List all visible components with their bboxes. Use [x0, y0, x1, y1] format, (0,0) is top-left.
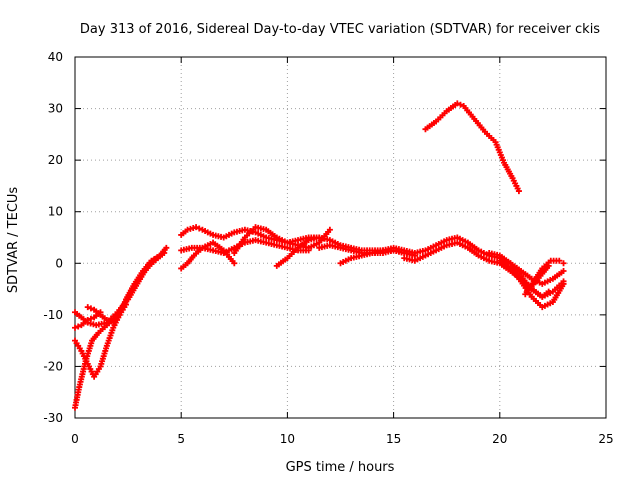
data-point [87, 305, 94, 312]
data-point [193, 224, 200, 231]
data-point [560, 280, 567, 287]
axis-ticks [74, 56, 607, 419]
series-arc-12 [337, 247, 418, 267]
y-axis-label: SDTVAR / TECUs [6, 187, 21, 294]
data-point [316, 234, 323, 241]
x-axis-label: GPS time / hours [286, 460, 395, 475]
y-tick-label: 40 [48, 50, 63, 64]
grid [75, 57, 606, 418]
series-arc-10 [273, 234, 323, 269]
data-point [84, 304, 91, 311]
data-markers [72, 100, 567, 411]
data-point [156, 252, 163, 259]
y-tick-label: 20 [48, 153, 63, 167]
x-tick-label: 25 [598, 432, 613, 446]
data-point [411, 252, 418, 259]
data-point [231, 260, 238, 267]
x-tick-label: 10 [280, 432, 295, 446]
x-tick-label: 5 [177, 432, 185, 446]
data-point [545, 288, 552, 295]
y-tick-label: -10 [43, 308, 63, 322]
plot-frame [74, 56, 607, 419]
data-point [84, 317, 91, 324]
data-point [545, 262, 552, 269]
series-arc-11 [316, 234, 567, 287]
x-tick-label: 0 [71, 432, 79, 446]
x-tick-label: 15 [386, 432, 401, 446]
data-point [457, 101, 464, 108]
data-point [515, 188, 522, 195]
data-point [103, 317, 110, 324]
data-point [122, 301, 129, 308]
chart-title: Day 313 of 2016, Sidereal Day-to-day VTE… [80, 22, 600, 37]
y-tick-label: 30 [48, 102, 63, 116]
data-point [87, 315, 94, 322]
y-tick-label: -30 [43, 411, 63, 425]
x-tick-label: 20 [492, 432, 507, 446]
data-point [326, 226, 333, 233]
series-arc-8 [178, 239, 238, 272]
series-arc-5 [84, 301, 129, 326]
data-point [161, 249, 168, 256]
data-point [454, 100, 461, 107]
series-arc-14 [486, 249, 552, 300]
x-tick-labels: 0 5 10 15 20 25 [71, 432, 613, 446]
y-tick-label: -20 [43, 359, 63, 373]
y-tick-labels: -30 -20 -10 0 10 20 30 40 [43, 50, 63, 425]
data-point [75, 323, 82, 330]
y-tick-label: 10 [48, 205, 63, 219]
series-arc-9 [231, 224, 333, 256]
series-arc-18 [422, 100, 522, 195]
series-arc-17 [528, 262, 552, 290]
data-point [163, 244, 170, 251]
y-tick-label: 0 [55, 256, 63, 270]
data-point [560, 260, 567, 267]
series-arc-2 [72, 249, 168, 411]
data-point [556, 257, 563, 264]
data-point [560, 268, 567, 275]
data-point [72, 324, 78, 331]
data-point [196, 225, 203, 232]
